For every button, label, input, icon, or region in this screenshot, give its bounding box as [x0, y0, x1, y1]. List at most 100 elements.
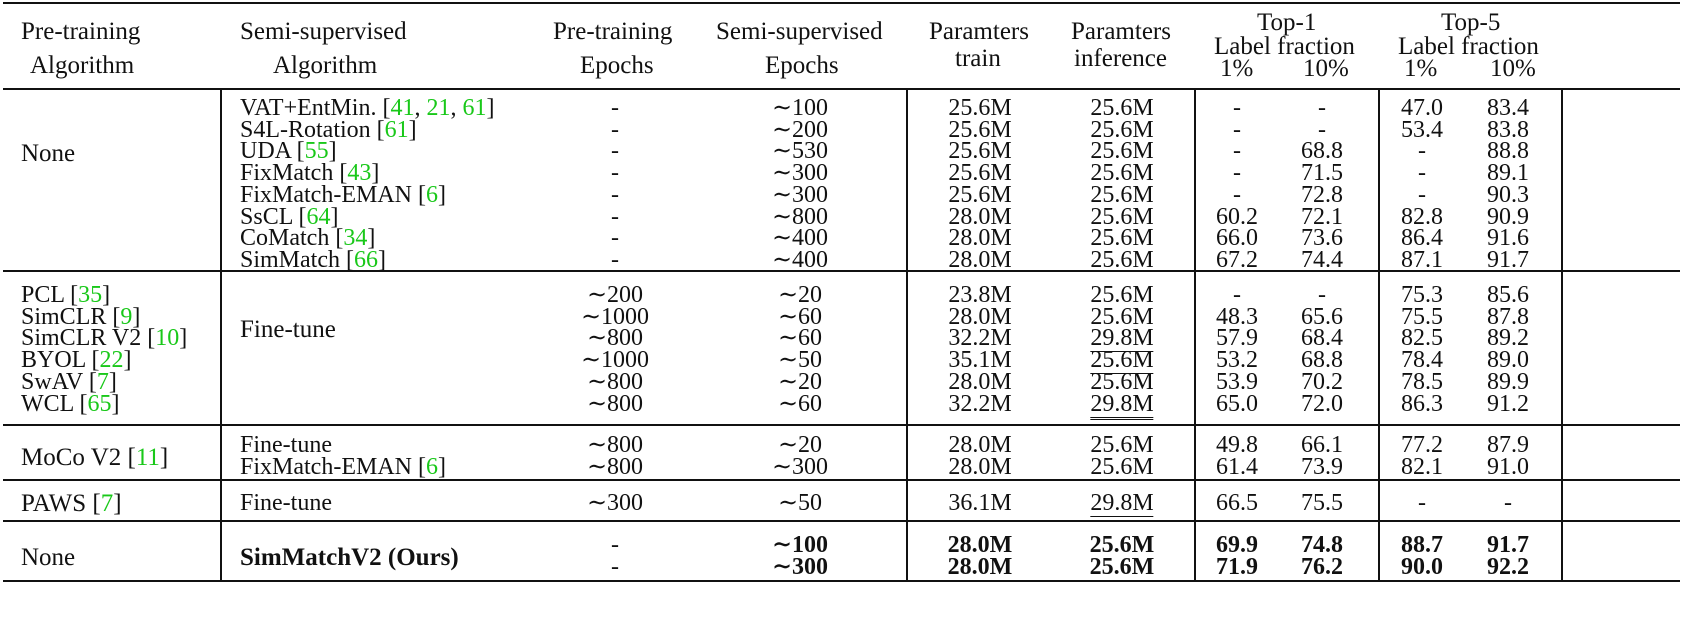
- citation-ref[interactable]: 34: [343, 225, 368, 252]
- header-params-train-1: Paramters: [929, 18, 1029, 45]
- cell-t5_10: -: [1504, 490, 1512, 516]
- cell-t1_10: 66.1: [1301, 432, 1343, 458]
- citation-ref[interactable]: 6: [425, 453, 438, 480]
- method-name: S4L-Rotation [61]: [240, 116, 417, 143]
- cell-pre: ∼800: [586, 432, 644, 458]
- cell-t1_1: 49.8: [1216, 432, 1258, 458]
- cell-t1_1: 66.5: [1216, 490, 1258, 516]
- cell-pre: ∼1000: [580, 347, 650, 374]
- cell-train: 25.6M: [948, 95, 1012, 121]
- citation-ref[interactable]: 7: [96, 368, 109, 395]
- cell-semi: ∼400: [771, 225, 829, 252]
- cell-pre: -: [611, 95, 619, 121]
- cell-train: 28.0M: [947, 532, 1013, 558]
- cell-pre: ∼300: [586, 490, 644, 516]
- header-params-inference-2: inference: [1074, 45, 1167, 72]
- cell-train: 28.0M: [948, 246, 1012, 273]
- cell-pre: -: [611, 553, 619, 580]
- cell-train: 28.0M: [948, 203, 1012, 230]
- cell-t1_10: 71.5: [1301, 160, 1343, 187]
- cell-inf: 25.6M: [1090, 347, 1154, 375]
- cell-inf: 25.6M: [1090, 453, 1154, 480]
- cell-t1_10: 75.5: [1301, 490, 1343, 516]
- citation-ref[interactable]: 61: [462, 95, 487, 121]
- cell-t5_1: 75.3: [1401, 282, 1443, 308]
- cell-t5_1: 88.7: [1401, 532, 1443, 558]
- cell-pre: -: [611, 116, 619, 143]
- cell-inf: 25.6M: [1090, 432, 1154, 458]
- cell-semi: ∼400: [771, 246, 829, 273]
- cell-train: 25.6M: [948, 138, 1012, 165]
- cell-semi: ∼300: [771, 181, 829, 208]
- cell-inf: 25.6M: [1090, 368, 1154, 395]
- method-name: FixMatch [43]: [240, 160, 380, 187]
- citation-ref[interactable]: 65: [87, 390, 112, 417]
- cell-semi: ∼800: [771, 203, 829, 230]
- cell-t5_1: 82.8: [1401, 203, 1443, 230]
- cell-t5_10: 91.7: [1487, 532, 1529, 558]
- cell-t5_1: 47.0: [1401, 95, 1443, 121]
- header-pretrain-algo-2: Algorithm: [30, 52, 135, 79]
- cell-inf: 25.6M: [1090, 246, 1154, 273]
- cell-t5_10: 89.9: [1487, 368, 1529, 395]
- cell-t5_1: 78.4: [1401, 347, 1443, 374]
- cell-t1_10: 74.4: [1301, 246, 1343, 273]
- method-name: UDA [55]: [240, 138, 337, 165]
- citation-ref[interactable]: 64: [306, 203, 331, 230]
- cell-t5_1: 82.1: [1401, 453, 1443, 480]
- cell-t5_1: -: [1418, 490, 1426, 516]
- cell-pre: -: [611, 225, 619, 252]
- cell-pre: ∼800: [586, 325, 644, 352]
- cell-train: 28.0M: [947, 553, 1013, 580]
- cell-semi: ∼200: [771, 116, 829, 143]
- group3-rule: [3, 479, 1680, 481]
- citation-ref[interactable]: 61: [384, 116, 409, 143]
- header-params-inference-1: Paramters: [1071, 18, 1171, 45]
- cell-pre: -: [611, 246, 619, 273]
- cell-semi: ∼20: [777, 432, 823, 458]
- pretrain-method-name: BYOL [22]: [21, 347, 132, 374]
- citation-ref[interactable]: 21: [426, 95, 451, 121]
- cell-t1_1: 57.9: [1216, 325, 1258, 352]
- cell-pre: -: [611, 138, 619, 165]
- group4-pretrain-name: PAWS: [21, 490, 93, 517]
- cell-t1_10: 73.6: [1301, 225, 1343, 252]
- cell-pre: ∼200: [586, 282, 644, 308]
- citation-ref[interactable]: 9: [120, 303, 133, 330]
- cell-t1_10: 70.2: [1301, 368, 1343, 395]
- cell-semi: ∼20: [777, 282, 823, 308]
- citation-ref[interactable]: 10: [155, 325, 180, 352]
- header-pretrain-epochs-2: Epochs: [580, 52, 654, 79]
- citation-ref[interactable]: 22: [99, 347, 124, 374]
- group4-pretrain-ref: [7]: [92, 490, 122, 517]
- cell-pre: -: [611, 203, 619, 230]
- cell-pre: -: [611, 532, 619, 558]
- cell-t5_10: 89.1: [1487, 160, 1529, 187]
- cell-t5_1: 86.3: [1401, 390, 1443, 417]
- cell-semi: ∼300: [771, 160, 829, 187]
- cell-t5_1: 53.4: [1401, 116, 1443, 143]
- ours-method-label: SimMatchV2 (Ours): [240, 544, 459, 571]
- cell-t1_1: 65.0: [1216, 390, 1258, 417]
- cell-inf: 25.6M: [1090, 303, 1154, 330]
- cell-inf: 29.8M: [1090, 325, 1154, 353]
- citation-ref[interactable]: 66: [354, 246, 378, 273]
- citation-ref[interactable]: 6: [425, 181, 438, 208]
- cell-pre: ∼800: [586, 390, 644, 417]
- citation-ref[interactable]: 35: [78, 282, 103, 308]
- citation-ref[interactable]: 43: [347, 160, 372, 187]
- cell-t5_1: -: [1418, 160, 1426, 187]
- cell-train: 28.0M: [948, 432, 1012, 458]
- cell-inf: 25.6M: [1089, 532, 1155, 558]
- pretrain-method-name: SimCLR V2 [10]: [21, 325, 188, 352]
- cell-inf: 25.6M: [1090, 181, 1154, 208]
- cell-t1_1: -: [1233, 282, 1241, 308]
- cell-t5_10: 90.3: [1487, 181, 1529, 208]
- header-rule: [3, 88, 1680, 90]
- citation-ref[interactable]: 55: [304, 138, 329, 165]
- cell-inf: 29.8M: [1090, 390, 1154, 420]
- citation-ref[interactable]: 41: [390, 95, 415, 121]
- cell-pre: ∼1000: [580, 303, 650, 330]
- cell-t1_1: 48.3: [1216, 303, 1258, 330]
- cell-t5_10: 91.7: [1487, 246, 1529, 273]
